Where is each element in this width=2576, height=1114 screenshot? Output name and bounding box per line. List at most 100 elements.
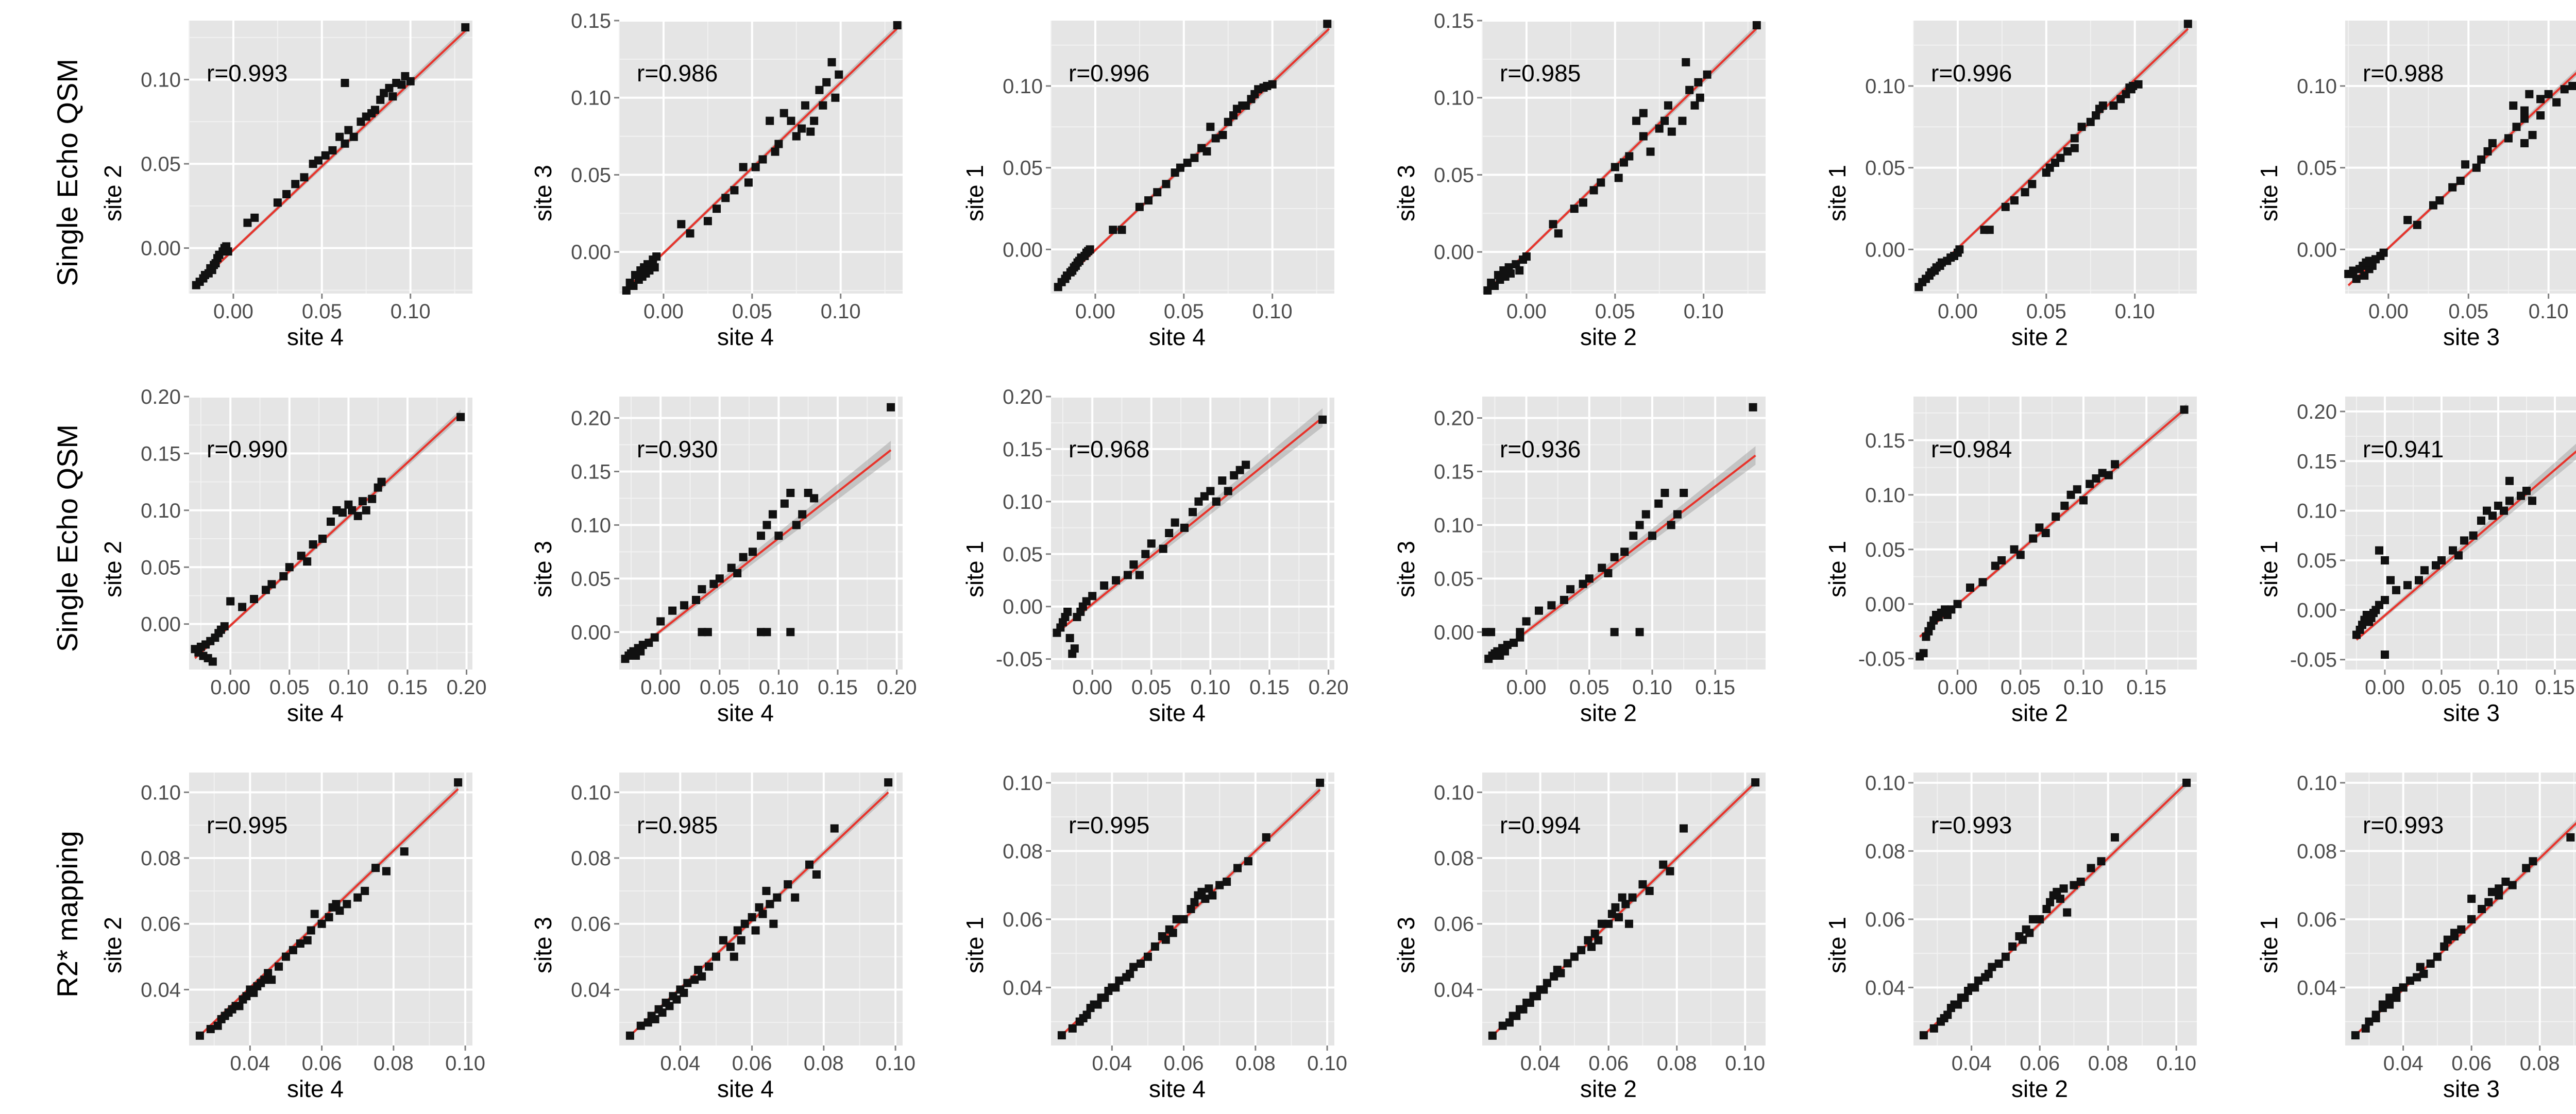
y-tick-label: 0.00 [571,621,611,644]
data-point [774,140,783,148]
data-point [805,860,814,869]
scatter-panel: 0.04 0.06 0.08 0.10 0.04 0.06 0.08 0.10 site 2 si… [1393,773,1766,1102]
y-axis-title: site 3 [530,541,556,597]
y-tick-label: 0.10 [571,514,611,537]
data-point [2460,536,2468,545]
y-axis-title: site 2 [99,917,126,973]
data-point [2042,905,2051,913]
data-point [1682,58,1690,66]
data-point [721,194,730,202]
regression-line [1918,28,2189,286]
data-point [625,1031,634,1040]
data-point [887,403,895,412]
y-tick-label: 0.10 [2297,500,2337,523]
data-point [787,116,795,125]
data-point [691,595,700,604]
data-point [291,180,300,188]
data-point [719,936,727,945]
data-point [2392,993,2401,1002]
data-point [1512,1012,1521,1020]
x-tick-label: 0.10 [875,1052,916,1075]
x-tick-label: 0.06 [2451,1052,2492,1075]
data-point [791,893,800,902]
data-point [2552,98,2561,107]
y-tick-label: 0.00 [1003,596,1043,619]
data-point [1162,180,1171,188]
data-point [1161,935,1170,944]
data-point [822,78,831,87]
x-axis-title: site 4 [717,323,774,350]
data-point [1179,915,1188,923]
data-point [2010,545,2019,554]
x-tick-label: 0.04 [230,1052,270,1075]
data-point [2488,139,2497,148]
correlation-annotation: r=0.996 [1931,60,2012,87]
data-point [748,547,757,556]
x-axis-title: site 4 [717,699,774,726]
data-point [1168,929,1177,937]
x-tick-label: 0.06 [302,1052,342,1075]
scatter-panel: 0.00 0.05 0.10 0.15 0.00 0.05 0.10 0.15 0.20 site… [1393,397,1766,726]
data-point [2385,1000,2394,1009]
data-point [733,926,742,935]
x-tick-label: 0.10 [2156,1052,2196,1075]
panel-background [2345,397,2576,670]
y-axis-title: site 1 [2256,917,2282,973]
y-axis-title: site 1 [961,541,988,597]
data-point [1505,1018,1514,1027]
x-axis-title: site 4 [287,1075,344,1102]
data-point [341,79,349,88]
y-tick-label: 0.05 [141,556,181,579]
data-point [2483,147,2492,156]
data-point [382,867,391,876]
data-point [1515,266,1524,275]
y-tick-label: 0.05 [571,568,611,590]
data-point [344,126,353,134]
data-point [406,77,415,85]
data-point [1070,644,1079,653]
x-axis-title: site 2 [2011,699,2068,726]
data-point [1123,571,1132,579]
data-point [2487,887,2496,896]
x-axis-title: site 3 [2443,699,2500,726]
x-tick-label: 0.05 [2001,676,2041,699]
y-tick-label: 0.10 [571,87,611,110]
scatter-panel: 0.00 0.05 0.10 0.00 0.05 0.10 site 2 site 1 r=0.… [1824,20,2197,350]
data-point [454,778,463,787]
y-tick-label: -0.05 [2290,649,2337,672]
data-point [2413,220,2421,229]
y-axis-title: site 2 [99,541,126,597]
data-point [2448,183,2457,192]
y-tick-label: 0.06 [141,913,181,936]
data-point [1187,905,1195,913]
data-point [1618,893,1626,902]
scatter-panel: 0.00 0.05 0.10 0.15 0.20 -0.05 0.00 0.05 0.10 0.1… [2256,397,2576,726]
data-point [780,499,789,508]
scatter-panel: 0.00 0.05 0.10 0.15 -0.05 0.00 0.05 0.10 0.15 sit… [1824,397,2197,726]
data-point [397,80,406,89]
data-point [2104,471,2113,479]
x-tick-label: 0.00 [213,300,253,323]
x-tick-label: 0.10 [328,676,368,699]
data-point [2019,935,2027,944]
y-tick-label: 0.10 [1865,772,1905,795]
x-tick-label: 0.06 [1588,1052,1629,1075]
data-point [2010,196,2019,205]
data-point [2360,271,2369,280]
data-point [1988,963,1996,971]
data-point [327,517,335,526]
data-point [2029,534,2038,543]
data-point [2566,833,2575,842]
data-point [2405,976,2414,985]
data-point [1678,116,1687,125]
data-point [1690,101,1699,110]
data-point [668,606,677,615]
data-point [303,936,312,945]
data-point [680,988,688,997]
data-point [224,247,232,256]
data-point [1752,21,1761,29]
data-point [300,173,309,182]
regression-line [1919,406,2188,638]
y-tick-label: 0.15 [1865,430,1905,452]
